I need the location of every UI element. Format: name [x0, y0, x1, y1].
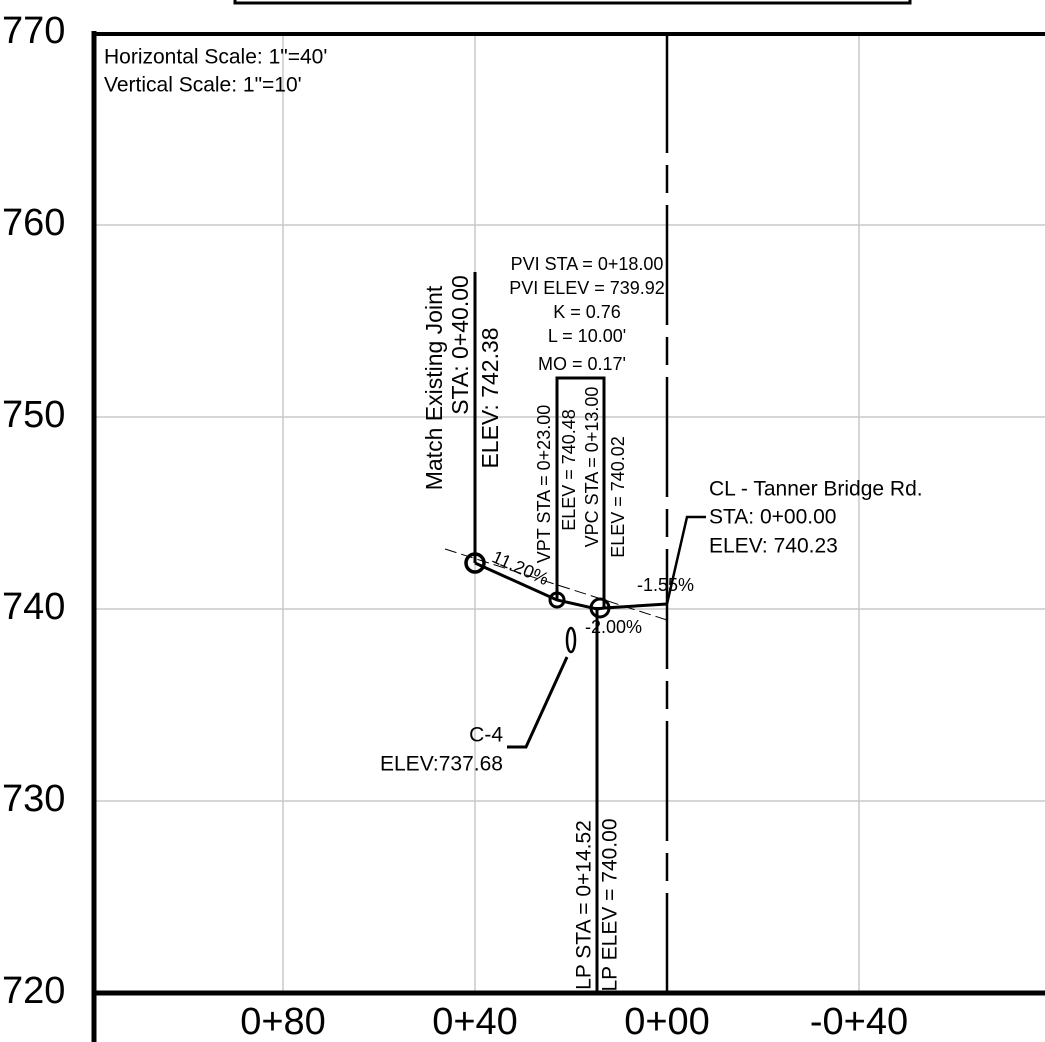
vpc-text: ELEV = 740.02	[608, 436, 628, 558]
y-label: 760	[2, 202, 65, 244]
x-label: 0+00	[624, 1001, 710, 1042]
c4-text: ELEV:737.68	[380, 753, 503, 776]
pvi-text: PVI ELEV = 739.92	[509, 278, 665, 298]
cl-text: CL - Tanner Bridge Rd.	[709, 478, 923, 501]
lp-text: LP STA = 0+14.52	[573, 820, 596, 990]
pvi-block: PVI STA = 0+18.00 PVI ELEV = 739.92 K = …	[509, 254, 665, 374]
x-axis-labels: 0+80 0+40 0+00 -0+40	[240, 1001, 908, 1042]
grid	[92, 33, 1045, 993]
frame	[91, 0, 1045, 1042]
x-label: -0+40	[810, 1001, 908, 1042]
c4-text: C-4	[469, 724, 503, 747]
y-label: 720	[2, 970, 65, 1012]
y-label: 750	[2, 394, 65, 436]
pvi-text: K = 0.76	[553, 302, 621, 322]
scale-note: Vertical Scale: 1"=10'	[104, 74, 302, 97]
pvi-text: PVI STA = 0+18.00	[511, 254, 664, 274]
match-text: STA: 0+40.00	[447, 275, 473, 415]
y-label: 740	[2, 586, 65, 628]
scale-note: Horizontal Scale: 1"=40'	[104, 46, 327, 69]
match-text: Match Existing Joint	[421, 285, 447, 490]
x-label: 0+40	[432, 1001, 518, 1042]
profile	[444, 272, 706, 993]
cl-text: STA: 0+00.00	[709, 506, 836, 529]
pvi-text: MO = 0.17'	[538, 354, 626, 374]
y-axis-labels: 770 760 750 740 730 720	[2, 10, 65, 1012]
lp-text: LP ELEV = 740.00	[599, 818, 622, 991]
grade-label: -2.00%	[585, 617, 642, 637]
vpt-text: ELEV = 740.48	[559, 409, 579, 531]
cl-text: ELEV: 740.23	[709, 535, 838, 558]
grade-label: -1.55%	[637, 575, 694, 595]
y-label: 730	[2, 778, 65, 820]
y-label: 770	[2, 10, 65, 52]
x-label: 0+80	[240, 1001, 326, 1042]
vpt-text: VPT STA = 0+23.00	[534, 405, 554, 563]
pvi-text: L = 10.00'	[548, 326, 626, 346]
match-text: ELEV: 742.38	[477, 327, 503, 468]
vpc-text: VPC STA = 0+13.00	[582, 387, 602, 548]
